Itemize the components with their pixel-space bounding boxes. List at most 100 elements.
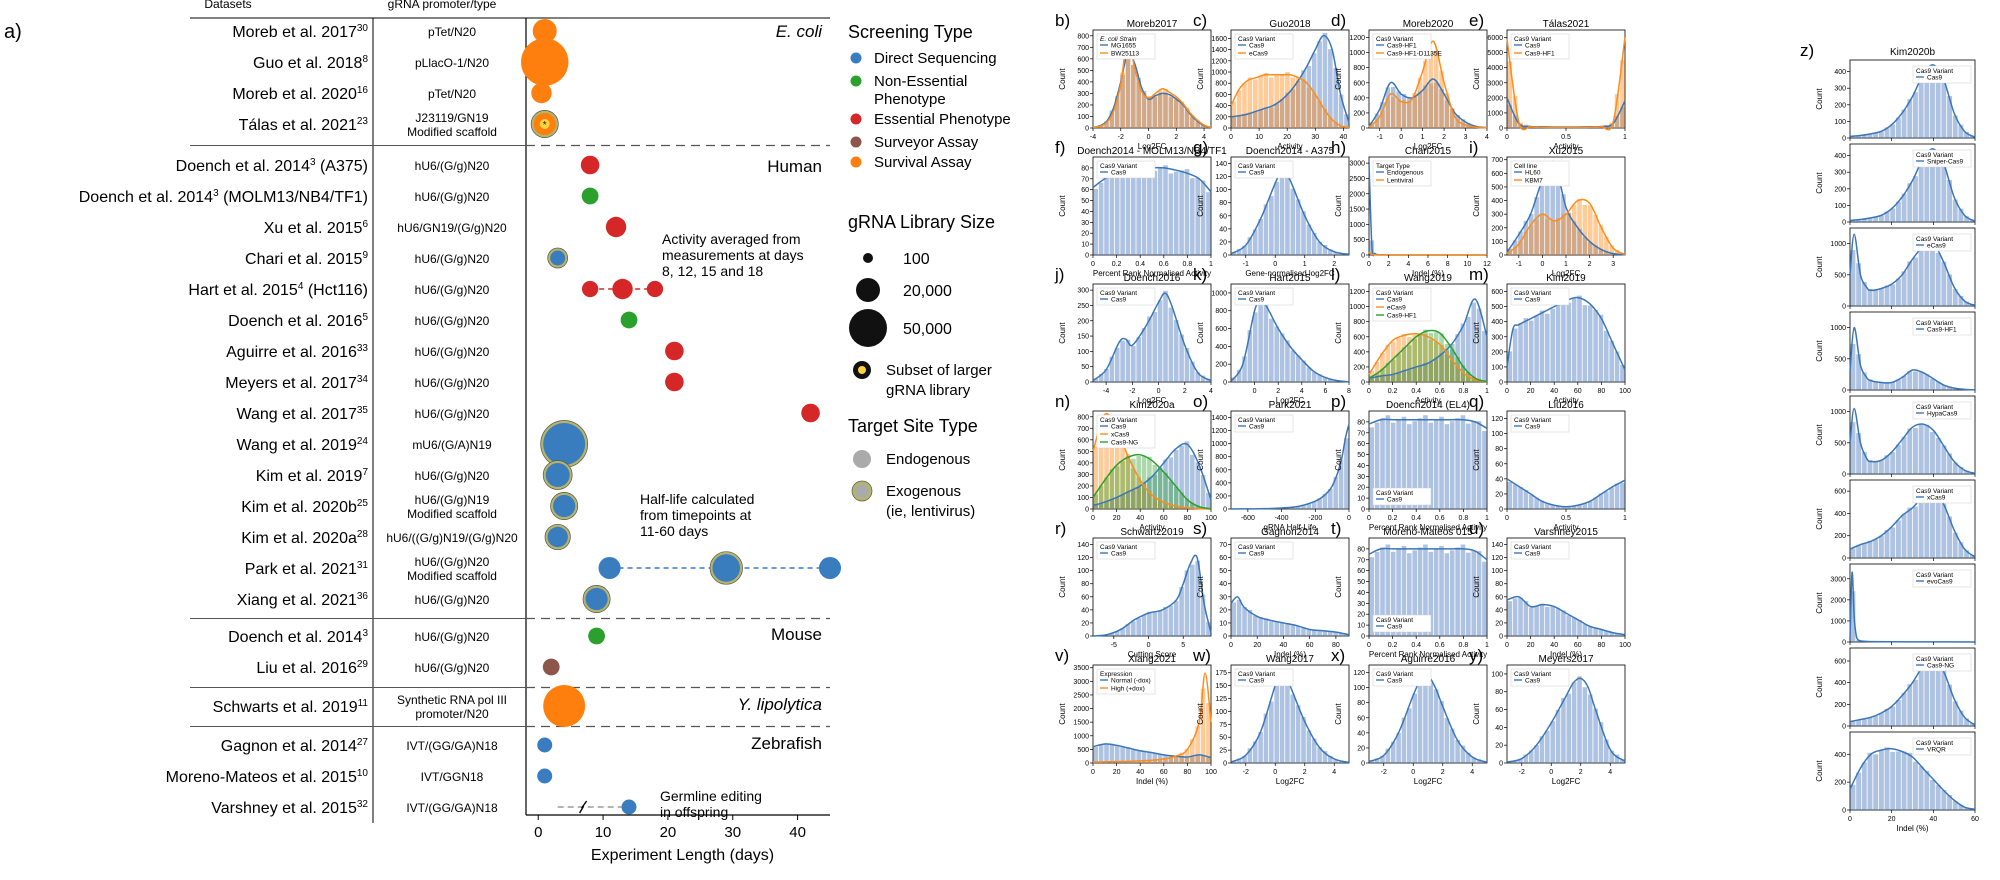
legend-box	[1510, 541, 1570, 560]
histogram-bar	[1157, 610, 1163, 636]
legend-title: Cas9 Variant	[1916, 572, 1953, 579]
histogram-bar	[1385, 363, 1391, 382]
histogram-bar	[1374, 119, 1380, 128]
x-axis-label: Indel (%)	[1274, 650, 1306, 659]
histogram-bar	[1918, 498, 1924, 558]
y-tick-label: 400	[1834, 511, 1846, 518]
histogram-bar	[1301, 716, 1306, 763]
histogram-bar	[1924, 243, 1930, 306]
legend-entry: xCas9	[1927, 495, 1946, 502]
histogram-bar	[1884, 529, 1890, 558]
histogram-bar	[1528, 750, 1534, 763]
header-datasets: Datasets	[204, 0, 251, 11]
histogram-bar	[1439, 333, 1444, 382]
histogram-bar	[1104, 368, 1109, 382]
x-axis-label: Log2FC	[1276, 777, 1305, 786]
x-tick-label: 40	[1280, 642, 1288, 649]
kde-line-Cas9	[1368, 418, 1488, 430]
annotation-text: measurements at days	[662, 247, 804, 263]
legend-entry: Normal (-dox)	[1111, 678, 1151, 685]
histogram-bar	[1380, 755, 1385, 763]
histogram-bar	[1163, 758, 1168, 763]
histogram-bar	[1856, 772, 1862, 810]
y-axis-label: Count	[1334, 576, 1343, 598]
legend-title: Cas9 Variant	[1916, 740, 1953, 747]
histogram-bar	[1390, 341, 1396, 382]
histogram-bar	[1561, 194, 1566, 255]
histogram-bar	[1173, 756, 1179, 763]
legend-title: Cas9 Variant	[1514, 36, 1551, 43]
promoter-label: Modified scaffold	[407, 125, 497, 139]
y-tick-label: 40	[1357, 463, 1365, 470]
histogram-bar	[1173, 506, 1179, 509]
y-tick-label: 300	[1077, 472, 1089, 479]
histogram-bar	[1173, 600, 1179, 636]
y-tick-label: 60	[1219, 213, 1227, 220]
histogram-bar	[1195, 505, 1200, 509]
histogram-bar	[1593, 214, 1598, 255]
legend-entry: eCas9	[1387, 305, 1406, 312]
histogram-bar	[1168, 94, 1174, 128]
histogram-bar	[1417, 547, 1423, 636]
histogram-bar	[1913, 371, 1918, 390]
histogram-bar	[1231, 602, 1237, 636]
histogram-bar	[1269, 701, 1274, 763]
histogram-bar	[1471, 302, 1476, 382]
x-tick-label: 10	[1255, 134, 1263, 141]
y-tick-label: 60	[1357, 568, 1365, 575]
histogram-bar	[1333, 759, 1338, 763]
legend-entry: BW25113	[1111, 51, 1139, 58]
annotation-text: 8, 12, 15 and 18	[662, 263, 763, 279]
histogram-bar	[1190, 361, 1195, 382]
x-tick-label: 20	[1113, 515, 1121, 522]
y-tick-label: 0	[1842, 388, 1846, 395]
histogram-bar	[1195, 755, 1200, 763]
histogram-bar	[1566, 302, 1572, 382]
histogram-bar	[1947, 96, 1952, 138]
histogram-bar	[1147, 316, 1152, 382]
histogram-bar	[1901, 193, 1907, 222]
histogram-bar	[1152, 95, 1158, 128]
panel-tag: r)	[1055, 519, 1066, 538]
annotation-text: from timepoints at	[640, 507, 751, 523]
panel-title: Kim2019	[1546, 273, 1586, 284]
legend-title: Cas9 Variant	[1916, 236, 1953, 243]
data-point	[553, 494, 576, 518]
histogram-bar	[1141, 455, 1147, 509]
y-tick-label: 800	[1215, 454, 1227, 461]
histogram-bar	[1301, 211, 1306, 255]
histogram-bar	[1407, 369, 1412, 382]
y-tick-label: 5000	[1487, 50, 1503, 57]
x-tick-label: 1	[1485, 642, 1489, 649]
histogram-bar	[1593, 627, 1598, 636]
x-tick-label: 0	[1367, 388, 1371, 395]
histogram-bar	[1534, 197, 1539, 255]
histogram-bar	[1878, 131, 1884, 138]
y-tick-label: 1000	[1211, 290, 1227, 297]
histogram-bar	[1518, 231, 1523, 255]
y-tick-label: 30	[1357, 601, 1365, 608]
y-tick-label: 50	[1219, 735, 1227, 742]
y-tick-label: 1000	[1349, 222, 1365, 229]
histogram-bar	[1444, 424, 1450, 509]
histogram-bar	[1301, 627, 1306, 636]
legend-type-swatch	[850, 156, 862, 168]
histogram-bar	[1455, 118, 1460, 128]
histogram-bar	[1369, 377, 1375, 382]
histogram-bar	[1449, 108, 1455, 128]
annotation-text: Activity averaged from	[662, 231, 801, 247]
histogram-bar	[1290, 350, 1296, 382]
y-axis-label: Count	[1472, 195, 1481, 217]
histogram-bar	[1604, 630, 1609, 636]
y-tick-label: 140	[1491, 542, 1503, 549]
y-tick-label: 300	[1491, 212, 1503, 219]
histogram-bar	[1466, 375, 1471, 382]
histogram-bar	[1512, 247, 1518, 255]
x-tick-label: 2	[1387, 261, 1391, 268]
histogram-bar	[1609, 245, 1614, 255]
x-tick-label: 2	[1579, 769, 1583, 776]
histogram-bar	[1566, 212, 1572, 255]
histogram-bar	[1258, 732, 1263, 763]
legend-entry: Cas9	[1387, 678, 1403, 685]
